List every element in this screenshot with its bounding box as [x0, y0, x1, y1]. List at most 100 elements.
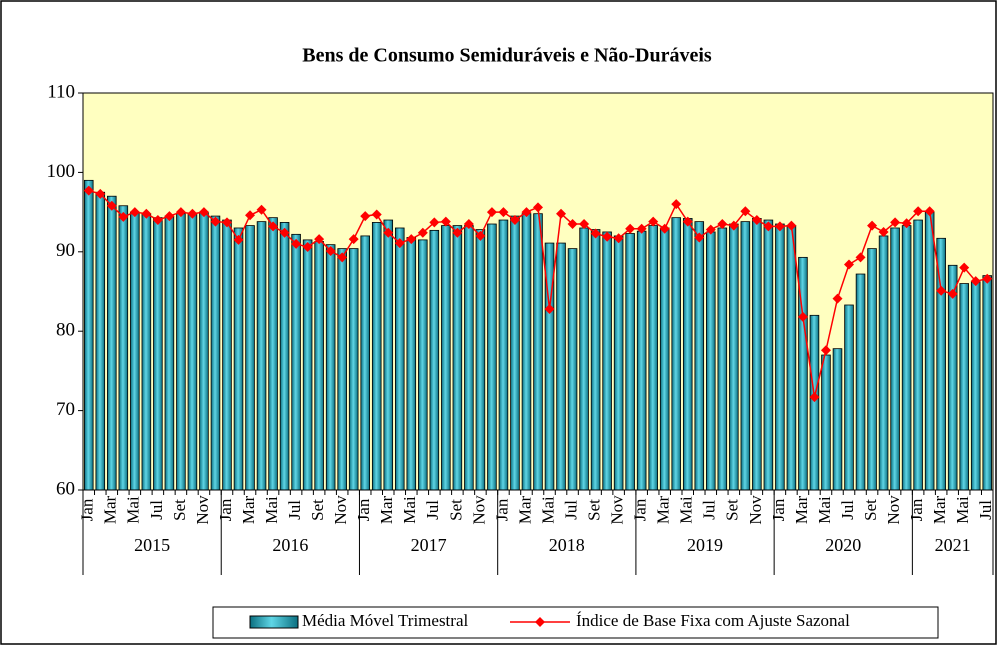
line-marker: [302, 242, 313, 253]
line-marker: [210, 216, 221, 227]
line-marker: [544, 303, 555, 314]
bar: [510, 215, 520, 491]
x-tick-label: Jan: [354, 498, 373, 521]
line-marker: [394, 238, 405, 249]
line-marker: [970, 276, 981, 287]
bar: [867, 248, 877, 491]
bar: [210, 215, 221, 491]
line-marker: [924, 206, 935, 217]
chart-title: Bens de Consumo Semiduráveis e Não-Duráv…: [302, 45, 712, 67]
line-marker: [820, 345, 831, 356]
line-marker: [763, 221, 774, 232]
bar: [130, 211, 140, 491]
line-marker: [429, 217, 440, 228]
x-tick-label: Jul: [423, 500, 442, 520]
line-marker: [314, 234, 325, 245]
x-tick-label: Set: [585, 499, 604, 521]
line-marker: [774, 221, 785, 232]
year-label: 2021: [935, 535, 971, 555]
x-tick-label: Mar: [101, 496, 120, 525]
line-marker: [579, 219, 590, 230]
x-tick-label: Nov: [469, 495, 488, 525]
line-marker: [809, 392, 820, 403]
x-tick-label: Nov: [193, 495, 212, 525]
line-marker: [682, 216, 693, 227]
x-tick-label: Jan: [492, 498, 511, 521]
line-marker: [751, 215, 762, 226]
legend-box: [212, 606, 939, 639]
x-tick-label: Jan: [78, 498, 97, 521]
x-tick-label: Nov: [331, 495, 350, 525]
bar: [429, 229, 440, 491]
x-tick-label: Jul: [561, 500, 580, 520]
bar: [452, 225, 463, 491]
line-marker: [613, 233, 624, 244]
line-marker: [475, 230, 486, 241]
bar: [95, 191, 106, 491]
bar: [602, 231, 612, 491]
line-marker: [406, 234, 417, 245]
bar: [567, 248, 578, 491]
line-marker: [268, 221, 279, 232]
bar: [970, 281, 981, 491]
x-tick-label: Jul: [147, 500, 166, 520]
bar: [982, 275, 993, 491]
bar: [153, 217, 163, 491]
line-marker: [187, 208, 198, 219]
bar: [717, 227, 728, 491]
line-marker: [463, 219, 474, 230]
year-label: 2019: [687, 535, 723, 555]
bar: [245, 225, 255, 491]
y-tick-label: 60: [56, 478, 75, 499]
line-marker: [705, 224, 716, 235]
x-tick-label: Set: [170, 499, 189, 521]
line-marker: [648, 216, 659, 227]
line-marker: [982, 273, 993, 284]
line-marker: [694, 232, 705, 243]
bar: [441, 225, 451, 491]
line-marker: [498, 207, 509, 218]
bar: [406, 237, 417, 491]
bar: [383, 219, 394, 491]
x-tick-label: Set: [308, 499, 327, 521]
bar: [199, 211, 209, 491]
line-marker: [890, 217, 901, 228]
bar: [590, 229, 601, 491]
line-marker: [83, 185, 94, 196]
bar: [556, 242, 566, 491]
legend-marker: [535, 617, 545, 627]
line-marker: [671, 199, 682, 210]
line-marker: [233, 234, 244, 245]
bar: [337, 248, 347, 491]
bar: [233, 227, 244, 491]
year-label: 2018: [549, 535, 585, 555]
x-tick-label: Mar: [930, 496, 949, 525]
line-marker: [325, 246, 336, 257]
line-marker: [832, 293, 843, 304]
line-marker: [878, 226, 889, 237]
line-marker: [590, 228, 601, 239]
bar: [659, 227, 670, 491]
line-marker: [118, 211, 129, 222]
x-tick-label: Mai: [262, 496, 281, 524]
bar: [579, 227, 589, 491]
x-tick-label: Mai: [677, 496, 696, 524]
line-marker: [936, 285, 947, 296]
year-label: 2015: [134, 535, 170, 555]
x-tick-label: Jul: [976, 500, 995, 520]
bar: [222, 219, 232, 491]
line-marker: [901, 218, 912, 229]
line-marker: [959, 262, 970, 273]
y-tick-label: 70: [56, 399, 75, 420]
line-marker: [602, 231, 613, 242]
bar: [936, 237, 946, 491]
line-marker: [533, 202, 543, 213]
x-tick-label: Set: [723, 499, 742, 521]
bar: [706, 231, 716, 491]
bar: [371, 222, 382, 491]
y-tick-label: 100: [47, 161, 76, 182]
legend-label: Média Móvel Trimestral: [302, 611, 468, 630]
line-marker: [855, 252, 866, 263]
bar: [913, 219, 923, 491]
